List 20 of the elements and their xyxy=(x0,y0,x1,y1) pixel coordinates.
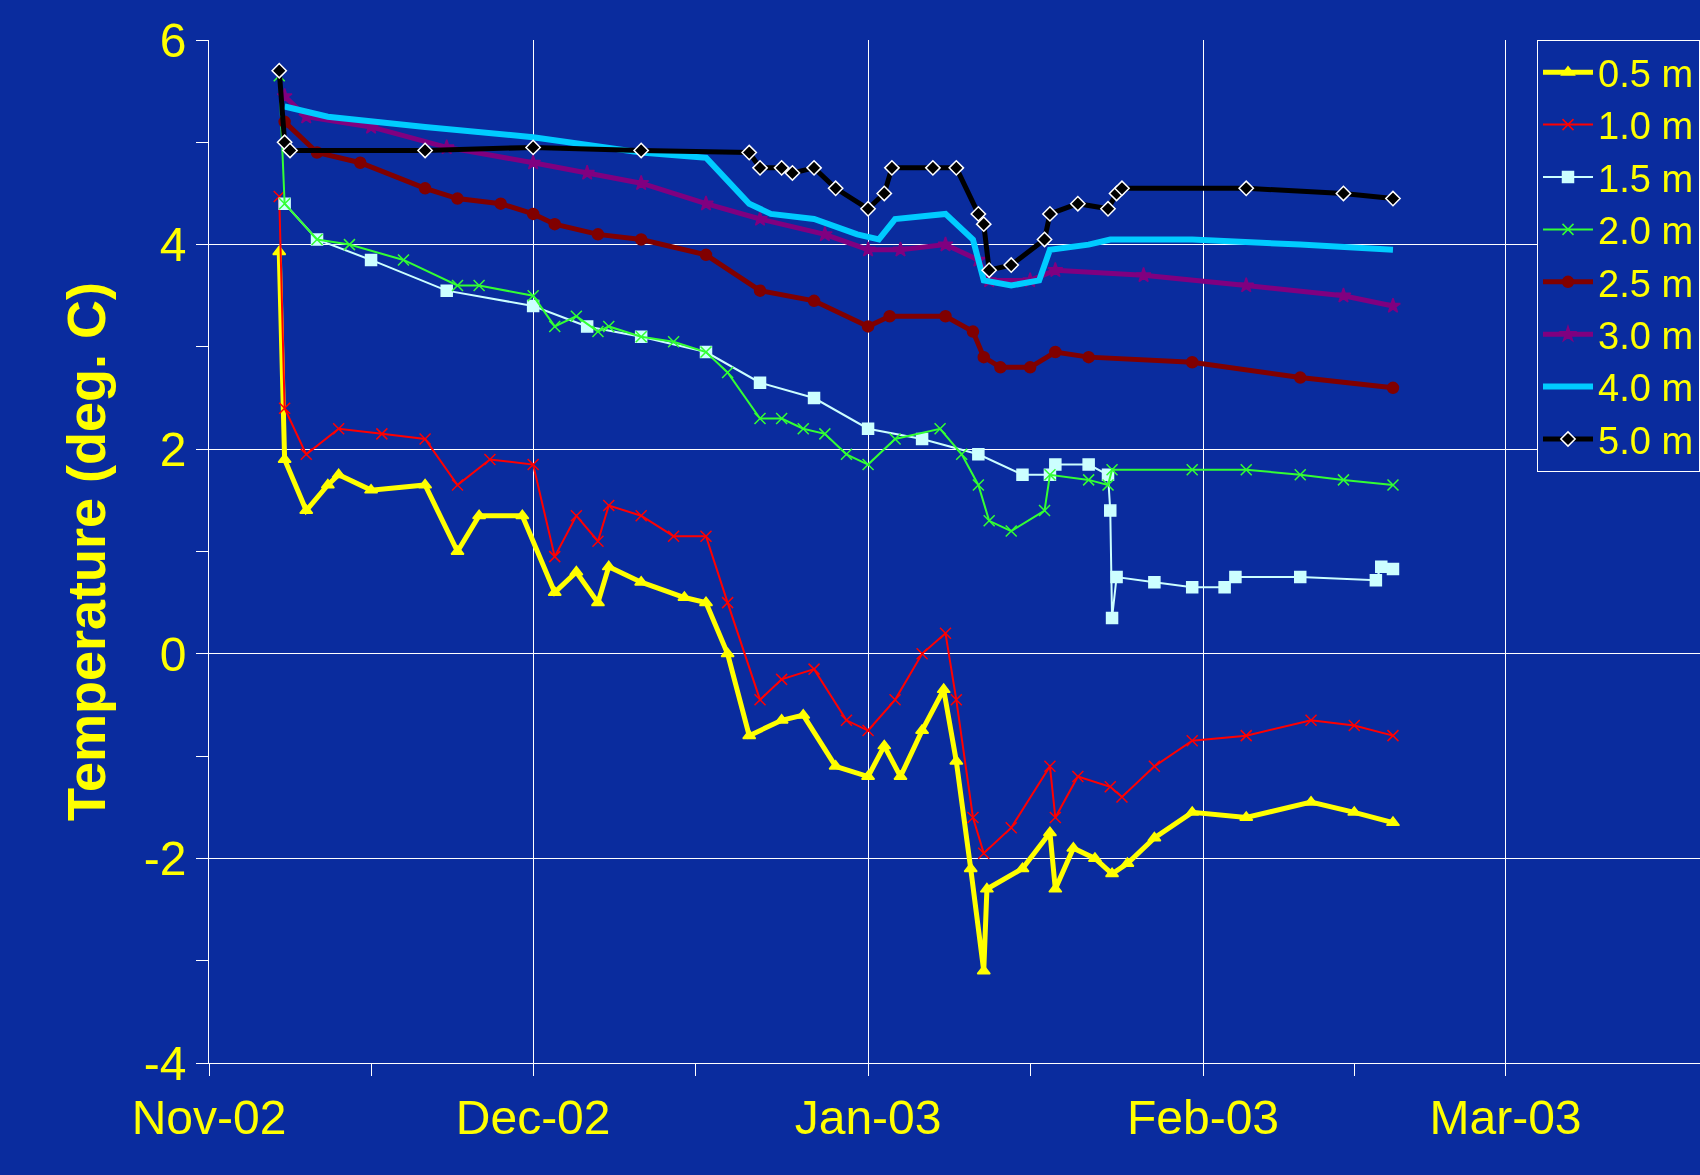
x-tick-label: Jan-03 xyxy=(794,1090,942,1144)
y-tick-label: 2 xyxy=(159,423,187,476)
legend-label: 0.5 m xyxy=(1598,53,1694,96)
legend-label: 5.0 m xyxy=(1598,419,1694,462)
y-tick-label: 0 xyxy=(159,627,187,681)
x-tick-label: Dec-02 xyxy=(455,1090,611,1144)
y-axis-title: Temperature (deg. C) xyxy=(56,281,117,822)
y-tick-label: 4 xyxy=(159,218,187,272)
x-tick-label: Nov-02 xyxy=(131,1090,287,1144)
legend-label: 1.0 m xyxy=(1598,105,1694,148)
legend-label: 4.0 m xyxy=(1598,367,1694,410)
legend-label: 3.0 m xyxy=(1598,315,1694,358)
x-tick-label: Mar-03 xyxy=(1429,1090,1582,1144)
x-tick-label: Feb-03 xyxy=(1126,1090,1280,1144)
y-tick-label: 6 xyxy=(159,13,187,67)
legend-label: 2.5 m xyxy=(1598,262,1694,305)
legend-label: 1.5 m xyxy=(1598,157,1694,200)
y-tick-label: -4 xyxy=(143,1036,187,1090)
y-tick-label: -2 xyxy=(143,832,187,886)
legend-label: 2.0 m xyxy=(1598,210,1694,253)
